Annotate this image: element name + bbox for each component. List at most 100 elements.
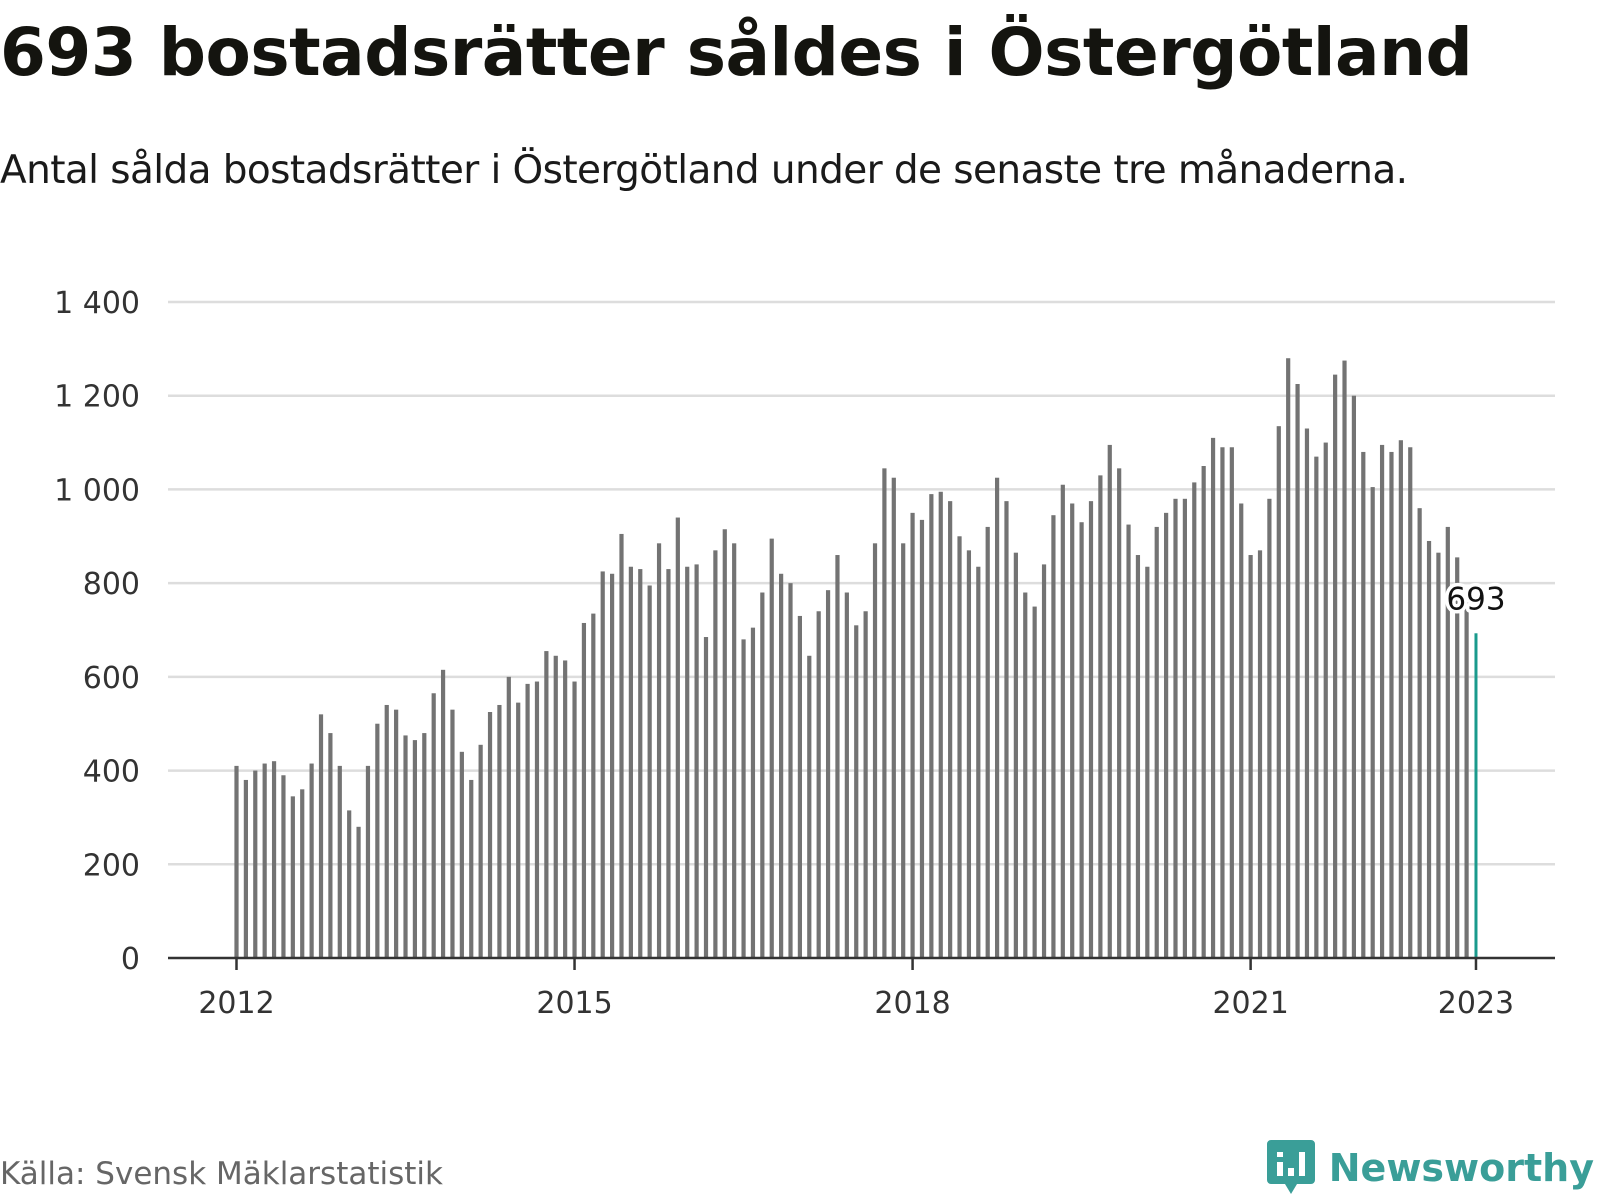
bar — [1248, 555, 1253, 958]
bar — [1286, 358, 1291, 958]
bar — [1117, 468, 1122, 958]
bar — [1333, 374, 1338, 959]
bar — [1408, 447, 1413, 958]
y-tick-label: 0 — [121, 942, 140, 977]
bar — [891, 477, 896, 958]
bar — [506, 676, 511, 958]
bar — [1436, 552, 1441, 958]
bar — [910, 512, 915, 958]
bar — [1079, 522, 1084, 958]
bar — [816, 611, 821, 958]
bar — [1276, 426, 1281, 959]
bar — [976, 566, 981, 958]
bar — [919, 519, 925, 958]
bar — [1051, 515, 1056, 958]
bar — [281, 775, 286, 958]
brand-name: Newsworthy — [1328, 1146, 1594, 1190]
bar — [1351, 395, 1357, 958]
bar — [628, 566, 633, 958]
bar — [1314, 456, 1319, 958]
y-tick-label: 800 — [83, 567, 140, 602]
bar — [1455, 557, 1460, 958]
bar — [807, 655, 812, 958]
bar — [534, 681, 540, 958]
bar — [1173, 498, 1178, 958]
highlight-bar — [1474, 633, 1478, 958]
bar — [1398, 440, 1403, 958]
bar — [985, 526, 990, 958]
bar — [243, 779, 248, 958]
bar — [779, 573, 784, 958]
bar — [1295, 384, 1300, 958]
newsworthy-logo: Newsworthy — [1266, 1140, 1594, 1196]
bar — [440, 669, 446, 958]
bar — [234, 765, 239, 958]
latest-value-label: 693 — [1446, 581, 1505, 617]
bar — [966, 550, 972, 958]
bar — [1060, 484, 1065, 958]
bar — [666, 569, 671, 958]
bar — [703, 637, 709, 958]
bar — [300, 789, 305, 958]
bar — [375, 723, 380, 958]
bar — [1220, 447, 1225, 958]
bar — [262, 763, 267, 958]
x-tick-label: 2012 — [198, 986, 274, 1021]
bar — [1257, 550, 1263, 958]
bar — [647, 585, 652, 958]
bar — [1088, 501, 1094, 958]
bar — [994, 477, 1000, 958]
chart-title: 693 bostadsrätter såldes i Östergötland — [0, 14, 1473, 91]
bar — [450, 709, 455, 958]
y-tick-label: 600 — [83, 661, 140, 696]
bar — [318, 714, 324, 958]
bar-chart: 0 200 400 600 800 1 000 1 200 1 400 2012 2015 2018… — [54, 286, 1555, 1021]
bar — [797, 615, 802, 958]
bar — [610, 573, 615, 958]
bar — [253, 770, 258, 958]
bar — [1370, 487, 1375, 958]
bar — [1323, 442, 1328, 959]
bar — [694, 564, 699, 958]
source-note: Källa: Svensk Mäklarstatistik — [0, 1156, 443, 1192]
bar — [901, 543, 906, 958]
bar — [769, 538, 774, 958]
bar — [422, 733, 427, 958]
bar — [309, 763, 314, 958]
y-tick-label: 400 — [83, 755, 140, 790]
bar — [1098, 475, 1103, 958]
y-tick-label: 1 400 — [54, 286, 140, 321]
y-tick-label: 1 000 — [54, 473, 140, 508]
bar — [478, 744, 483, 958]
bar — [882, 468, 887, 958]
bar — [1004, 501, 1009, 958]
bar — [516, 702, 521, 958]
bar — [525, 683, 530, 958]
bar — [938, 491, 943, 958]
bar — [844, 592, 849, 958]
x-tick-label: 2018 — [874, 986, 950, 1021]
x-tick-label: 2015 — [536, 986, 612, 1021]
bar — [553, 655, 558, 958]
bar — [290, 796, 295, 958]
bar — [825, 590, 831, 958]
chart-subtitle: Antal sålda bostadsrätter i Östergötland… — [0, 148, 1408, 193]
bar — [741, 639, 746, 958]
bar — [872, 543, 878, 958]
bar — [1342, 360, 1347, 959]
bar — [1426, 540, 1432, 958]
x-tick-label: 2023 — [1438, 986, 1514, 1021]
bar — [1107, 444, 1112, 958]
bar — [356, 826, 361, 958]
bar — [750, 627, 756, 958]
bar — [957, 536, 962, 958]
y-tick-label: 200 — [83, 848, 140, 883]
bar — [1304, 428, 1310, 958]
bar — [384, 704, 389, 958]
bar — [1145, 566, 1150, 958]
bar — [1023, 592, 1028, 958]
bar — [1379, 444, 1385, 958]
bar — [675, 517, 680, 958]
bar — [854, 625, 859, 958]
bar — [1164, 512, 1169, 958]
